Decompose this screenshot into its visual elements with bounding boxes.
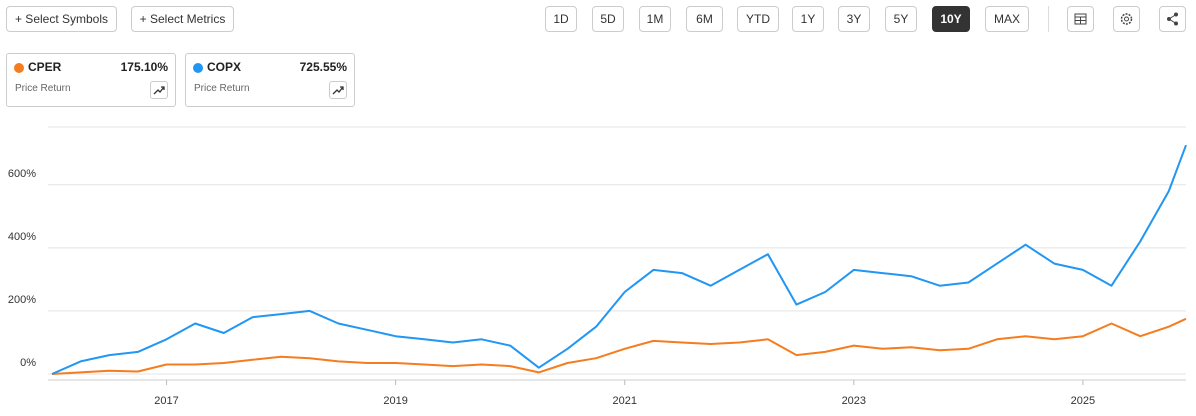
series-line: [51, 144, 1187, 375]
trend-button[interactable]: [150, 81, 168, 99]
legend-card[interactable]: CPER 175.10% Price Return: [6, 53, 176, 107]
x-tick-label: 2019: [383, 395, 407, 407]
settings-icon: [1120, 13, 1133, 25]
add-button[interactable]: + Select Symbols: [6, 6, 117, 32]
return-value: 175.10%: [120, 60, 168, 74]
legend-name: COPX: [207, 60, 242, 74]
legend-swatch: [193, 63, 203, 73]
y-tick-label: 600%: [8, 168, 36, 180]
metric-name: Price Return: [194, 83, 250, 94]
range-button[interactable]: 1Y: [792, 6, 824, 32]
table-button[interactable]: [1067, 6, 1094, 32]
share-icon: [1167, 12, 1178, 26]
range-button[interactable]: 1D: [545, 6, 577, 32]
y-tick-label: 400%: [8, 231, 36, 243]
share-button[interactable]: [1159, 6, 1186, 32]
table-icon: [1074, 13, 1087, 25]
x-tick-label: 2017: [154, 395, 178, 407]
legend-card[interactable]: COPX 725.55% Price Return: [185, 53, 355, 107]
legend-name: CPER: [28, 60, 62, 74]
range-button[interactable]: MAX: [985, 6, 1029, 32]
trend-icon: [332, 86, 344, 95]
x-tick-label: 2021: [612, 395, 636, 407]
trend-icon: [153, 86, 165, 95]
separator: [1048, 6, 1049, 32]
settings-button[interactable]: [1113, 6, 1140, 32]
trend-button[interactable]: [329, 81, 347, 99]
y-tick-label: 0%: [20, 357, 36, 369]
range-button[interactable]: 3Y: [838, 6, 870, 32]
series-line: [51, 317, 1187, 375]
range-button[interactable]: 6M: [686, 6, 723, 32]
range-button[interactable]: 1M: [639, 6, 671, 32]
add-button[interactable]: + Select Metrics: [131, 6, 234, 32]
y-tick-label: 200%: [8, 294, 36, 306]
range-button[interactable]: 10Y: [932, 6, 970, 32]
range-button[interactable]: 5Y: [885, 6, 917, 32]
x-tick-label: 2025: [1071, 395, 1095, 407]
x-tick-label: 2023: [842, 395, 866, 407]
range-button[interactable]: 5D: [592, 6, 624, 32]
chart: 0% 200% 400% 600% 2017 2019 2021 2023 2025: [8, 126, 1187, 407]
legend-swatch: [14, 63, 24, 73]
metric-name: Price Return: [15, 83, 71, 94]
range-button[interactable]: YTD: [737, 6, 779, 32]
return-value: 725.55%: [299, 60, 347, 74]
